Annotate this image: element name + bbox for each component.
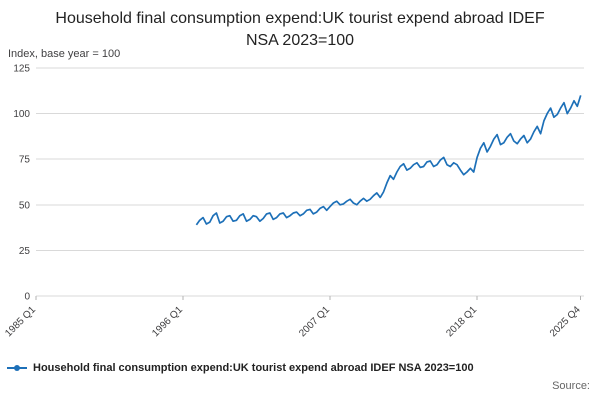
x-tick-label: 1996 Q1 (150, 304, 185, 339)
x-tick-label: 2018 Q1 (444, 304, 479, 339)
legend-label: Household final consumption expend:UK to… (33, 362, 474, 374)
y-axis-unit-label: Index, base year = 100 (8, 48, 121, 60)
x-tick-label: 1985 Q1 (3, 304, 38, 339)
y-tick-label: 0 (24, 292, 30, 303)
chart-title: Household final consumption expend:UK to… (55, 10, 545, 49)
x-tick-label: 2007 Q1 (297, 304, 332, 339)
y-tick-label: 100 (13, 109, 30, 120)
y-tick-label: 125 (13, 64, 30, 75)
line-chart: 0 25 50 75 100 125 1985 Q1 1996 Q1 2007 Q1 2018 Q… (3, 64, 584, 339)
x-tick-label: 2025 Q4 (548, 304, 583, 339)
y-tick-label: 75 (19, 155, 31, 166)
data-line (195, 95, 582, 226)
source-label: Source: (552, 380, 590, 392)
legend-line-marker (7, 365, 27, 371)
y-tick-label: 50 (19, 200, 31, 211)
y-tick-label: 25 (19, 246, 31, 257)
legend: Household final consumption expend:UK to… (6, 362, 474, 374)
